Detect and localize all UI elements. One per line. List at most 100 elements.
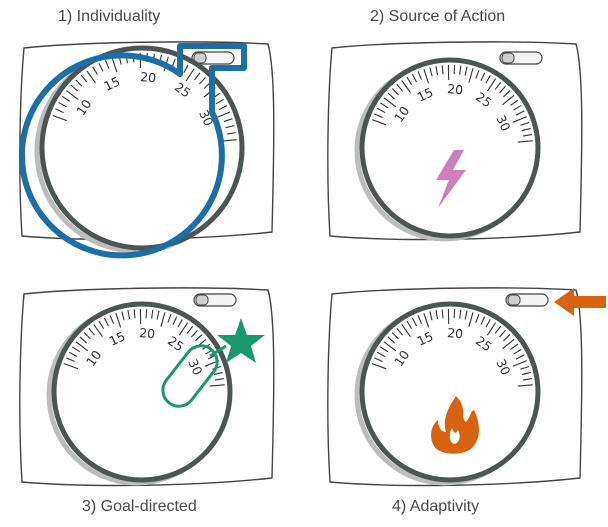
dial-tick — [177, 319, 183, 328]
dial-tick — [517, 384, 533, 387]
dial-tick — [178, 322, 189, 336]
device-box — [327, 41, 583, 241]
dial-tick — [215, 111, 231, 119]
dial-tick — [98, 320, 105, 330]
dial-tick — [391, 88, 399, 96]
dial-tick — [520, 365, 530, 370]
dial-scale-label: 20 — [139, 325, 156, 341]
dial-tick — [61, 95, 71, 102]
star-icon — [217, 318, 265, 363]
dial-tick — [406, 320, 413, 330]
dial-tick — [111, 57, 118, 73]
dial-tick — [475, 314, 480, 323]
dial-tick — [75, 79, 83, 87]
dial-scale-label: 15 — [415, 328, 436, 348]
dial-tick — [512, 360, 528, 367]
dial-scale-label: 30 — [493, 357, 513, 378]
dial-tick — [464, 310, 468, 320]
dial-tick — [70, 84, 78, 92]
dial-tick — [86, 70, 96, 84]
dial-tick — [371, 119, 387, 126]
dial-tick — [215, 98, 224, 105]
dial-tick — [151, 309, 154, 319]
dial-tick — [93, 324, 103, 337]
dial-tick — [513, 348, 522, 355]
switch-icon — [191, 51, 235, 65]
dial-tick — [453, 65, 456, 75]
goal-highlight — [161, 344, 219, 408]
dial-tick — [502, 94, 515, 106]
dial-ring — [359, 57, 541, 239]
dial-tick — [406, 76, 413, 86]
dial-tick — [480, 316, 486, 326]
dial-tick — [522, 378, 532, 381]
dial-tick — [80, 74, 88, 83]
dial-tick — [183, 64, 189, 74]
dial-tick — [417, 71, 423, 80]
flame-icon — [431, 396, 479, 454]
dial-tick — [199, 76, 206, 85]
device-box — [327, 287, 583, 487]
dial-scale-label: 30 — [185, 357, 205, 378]
dial-tick — [468, 68, 474, 83]
switch-icon — [499, 51, 543, 65]
dial-tick — [521, 371, 531, 376]
dial-tick — [380, 102, 389, 109]
dial-tick — [486, 78, 497, 92]
dial-tick — [515, 110, 525, 116]
dial-tick — [209, 384, 225, 387]
dial-tick — [468, 312, 474, 327]
dial-tick — [435, 310, 439, 320]
dial-tick — [371, 363, 387, 370]
dial-tick — [411, 73, 417, 83]
dial-tick — [72, 346, 81, 353]
dial-tick — [376, 351, 386, 358]
dial-scale-label: 25 — [172, 79, 194, 100]
device-box — [19, 41, 275, 241]
dial-tick — [191, 329, 198, 338]
arrow-left-icon — [554, 288, 606, 316]
dial-tick — [429, 67, 433, 77]
dial-tick — [68, 351, 78, 358]
dial-tick — [499, 329, 506, 338]
dial-tick — [396, 327, 403, 336]
dial-tick — [391, 332, 399, 340]
dial-tick — [167, 314, 172, 323]
dial-tick — [380, 346, 389, 353]
panel-3-title: 3) Goal-directed — [82, 498, 197, 515]
dial-tick — [387, 92, 395, 100]
dial-tick — [115, 313, 122, 328]
dial-tick — [79, 336, 87, 344]
dial-tick — [103, 317, 109, 327]
switch-icon — [505, 293, 549, 307]
dial-tick — [55, 108, 64, 114]
panel-2-title: 2) Source of Action — [370, 8, 506, 25]
dial-tick — [453, 309, 456, 319]
dial-scale-label: 20 — [447, 81, 464, 97]
switch-icon — [193, 293, 237, 307]
dial-tick — [213, 371, 223, 376]
dial-tick — [459, 309, 462, 319]
dial-scale-label: 20 — [447, 325, 464, 341]
dial-scale-label: 10 — [83, 347, 104, 369]
dial-tick — [58, 102, 67, 108]
dial-tick — [186, 325, 194, 334]
dial-tick — [510, 99, 519, 106]
dial-tick — [499, 85, 506, 94]
dial-tick — [522, 134, 532, 137]
dial-tick — [510, 343, 519, 350]
dial-tick — [485, 319, 491, 328]
dial-scale-label: 25 — [473, 89, 495, 110]
dial-tick — [66, 90, 79, 101]
dial-tick — [520, 121, 530, 126]
dial-scale-label: 25 — [473, 333, 495, 354]
dial-tick — [225, 125, 235, 129]
dial-ring — [359, 301, 541, 483]
dial-tick — [502, 338, 515, 350]
dial-tick — [503, 90, 511, 98]
individuality-outline — [18, 43, 247, 259]
